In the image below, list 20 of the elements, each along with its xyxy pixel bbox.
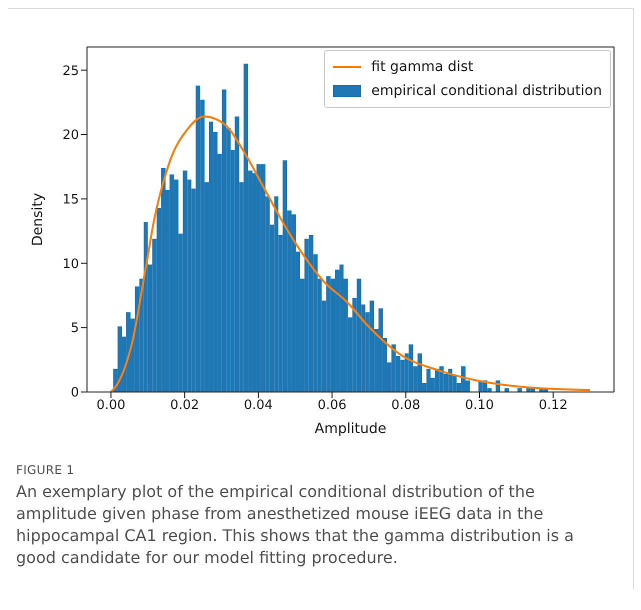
x-tick-label: 0.02 — [170, 398, 200, 414]
legend-label: empirical conditional distribution — [371, 82, 602, 101]
y-tick-label: 0 — [70, 386, 79, 401]
y-tick-label: 25 — [62, 64, 79, 79]
x-tick-label: 0.06 — [318, 398, 347, 414]
y-tick-label: 5 — [70, 321, 79, 336]
text: An exemplary plot of the empirical conditional distribution of the amplitude given phase from anesthetized mouse iEEG data in the hippocampal CA1 region. This shows that the gamma distribution is a good candidate for our model fitting procedure. — [16, 481, 575, 569]
y-tick-label: 10 — [62, 256, 79, 272]
y-tick-label: 15 — [62, 192, 79, 208]
x-tick-label: 0.10 — [465, 398, 494, 414]
y-tick-label: 20 — [62, 128, 79, 144]
line-series — [110, 116, 592, 392]
caption: FIGURE 1 — [16, 463, 76, 477]
y-axis-title: Density — [30, 192, 46, 246]
x-axis-title: Amplitude — [314, 421, 386, 437]
x-tick-label: 0.12 — [538, 398, 568, 414]
x-tick-label: 0.08 — [391, 398, 420, 414]
legend-label: fit gamma dist — [371, 58, 474, 77]
x-tick-label: 0.04 — [244, 398, 273, 414]
x-tick-label: 0.00 — [96, 398, 126, 414]
